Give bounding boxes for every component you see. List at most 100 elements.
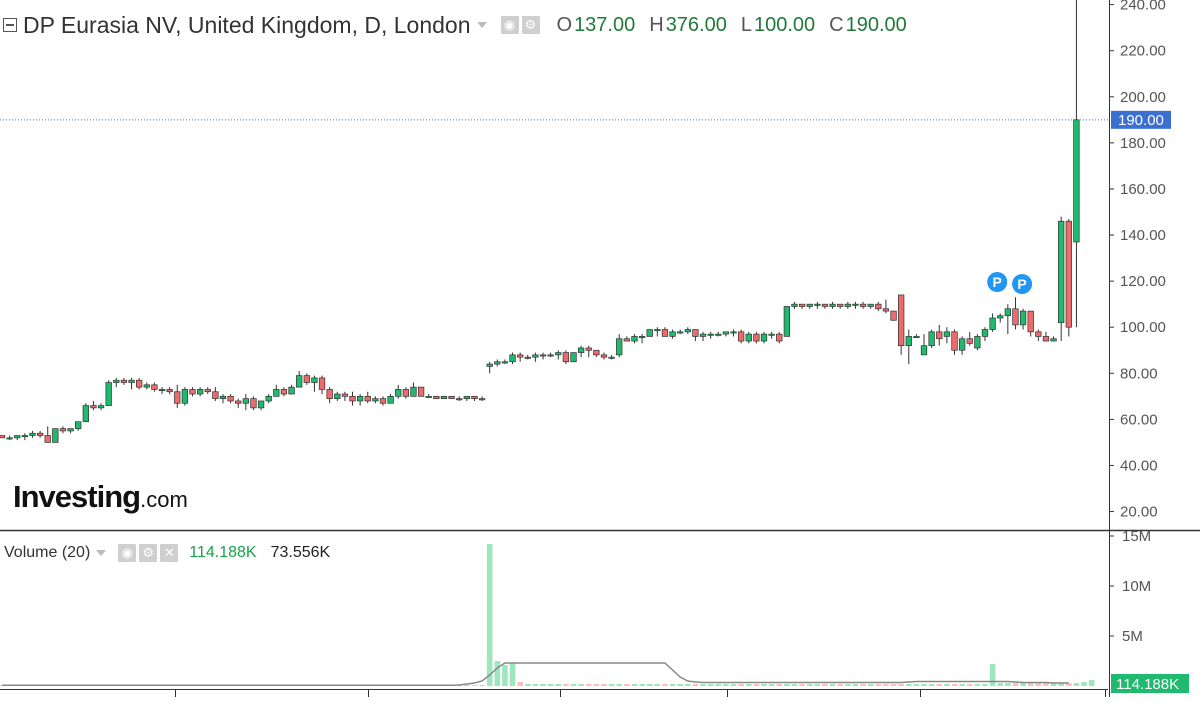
candle-body	[623, 338, 630, 342]
candle-body	[326, 389, 333, 400]
candle-body	[951, 331, 958, 351]
close-key: C	[829, 13, 844, 36]
candle-body	[136, 379, 143, 388]
candle-47	[356, 394, 364, 406]
candle-7	[52, 428, 59, 443]
volume-bar-69	[524, 684, 531, 686]
volume-bar-116	[883, 684, 889, 686]
candle-body	[882, 308, 890, 312]
candle-35	[265, 394, 272, 404]
volume-bar-95	[723, 684, 729, 686]
candle-body	[501, 361, 509, 364]
price-tick-label-4: 100.00	[1120, 319, 1166, 336]
candle-106	[806, 303, 813, 309]
candle-132	[1004, 304, 1011, 335]
price-tick-label-10: 220.00	[1120, 43, 1166, 60]
candle-body	[669, 331, 676, 337]
candle-110	[837, 303, 844, 309]
candle-body	[120, 379, 128, 383]
candle-0	[0, 435, 6, 439]
volume-bar-63	[479, 685, 485, 686]
candle-14	[105, 380, 112, 406]
candle-30	[227, 394, 234, 404]
candle-135	[1027, 310, 1034, 337]
candle-body	[806, 303, 813, 307]
candle-body	[981, 329, 989, 337]
candle-27	[204, 387, 211, 395]
open-value: 137.00	[574, 13, 636, 36]
low-key: L	[740, 13, 752, 36]
volume-bar-91	[692, 684, 699, 686]
volume-header: Volume (20) ◉ ⚙ ✕ 114.188K 73.556K	[4, 542, 330, 564]
volume-bar-89	[677, 684, 683, 686]
price-tick-label-3: 80.00	[1120, 365, 1158, 382]
eye-icon[interactable]: ◉	[118, 544, 137, 562]
candle-65	[494, 359, 501, 367]
candle-138	[1050, 336, 1057, 342]
candle-43	[326, 387, 333, 404]
volume-tick-label-1: 10M	[1122, 578, 1151, 595]
volume-label: Volume (20)	[4, 544, 91, 561]
candle-93	[707, 331, 714, 339]
candle-31	[235, 398, 242, 408]
volume-bar-76	[578, 684, 584, 686]
chevron-down-icon[interactable]	[476, 22, 487, 28]
candle-body	[219, 395, 227, 400]
candle-28	[212, 387, 219, 401]
candle-129	[981, 327, 989, 342]
volume-bar-100	[761, 684, 767, 686]
volume-bar-71	[540, 684, 546, 686]
candle-56	[425, 394, 432, 398]
volume-bar-66	[502, 665, 508, 686]
candle-body	[722, 331, 730, 335]
volume-bar-132	[1005, 683, 1011, 686]
candle-body	[6, 437, 13, 440]
volume-bar-141	[1073, 683, 1080, 686]
volume-bar-139	[1058, 683, 1064, 686]
candle-82	[623, 336, 630, 342]
candle-body	[242, 398, 249, 404]
volume-bar-112	[852, 684, 859, 686]
volume-bar-128	[974, 684, 981, 686]
candle-body	[425, 395, 432, 398]
volume-bar-106	[806, 684, 813, 686]
candle-54	[410, 382, 417, 397]
marker-circle-1	[1012, 274, 1033, 294]
candle-body	[943, 331, 951, 337]
volume-bar-86	[654, 684, 661, 686]
candle-38	[288, 384, 295, 395]
candle-91	[692, 329, 699, 342]
low-value: 100.00	[753, 13, 816, 36]
volume-bar-108	[822, 684, 828, 686]
candle-body	[715, 333, 722, 336]
candle-body	[235, 400, 242, 404]
volume-bar-65	[494, 661, 501, 686]
candle-22	[166, 387, 173, 395]
candle-body	[433, 395, 440, 400]
chevron-down-icon[interactable]	[96, 550, 107, 556]
candle-5	[36, 430, 44, 438]
candle-body	[52, 428, 59, 443]
candle-body	[349, 395, 356, 402]
candle-73	[555, 350, 562, 360]
candle-103	[783, 306, 791, 337]
gear-icon[interactable]: ⚙	[521, 16, 540, 34]
candle-2	[14, 435, 21, 441]
candle-107	[814, 301, 821, 309]
candle-body	[417, 386, 425, 397]
gear-icon[interactable]: ⚙	[139, 544, 158, 562]
candle-24	[181, 387, 189, 406]
chart-title: DP Eurasia NV, United Kingdom, D, London	[23, 11, 471, 38]
marker-label-0: P	[993, 274, 1002, 290]
volume-bar-114	[867, 684, 874, 686]
candle-102	[776, 331, 783, 344]
collapse-icon[interactable]	[3, 18, 17, 32]
eye-icon[interactable]: ◉	[500, 16, 519, 34]
candle-85	[646, 329, 653, 337]
candle-body	[600, 354, 608, 358]
volume-bar-105	[799, 684, 805, 686]
volume-bar-101	[768, 684, 775, 686]
close-icon[interactable]: ✕	[160, 544, 179, 562]
volume-bar-102	[776, 684, 783, 686]
